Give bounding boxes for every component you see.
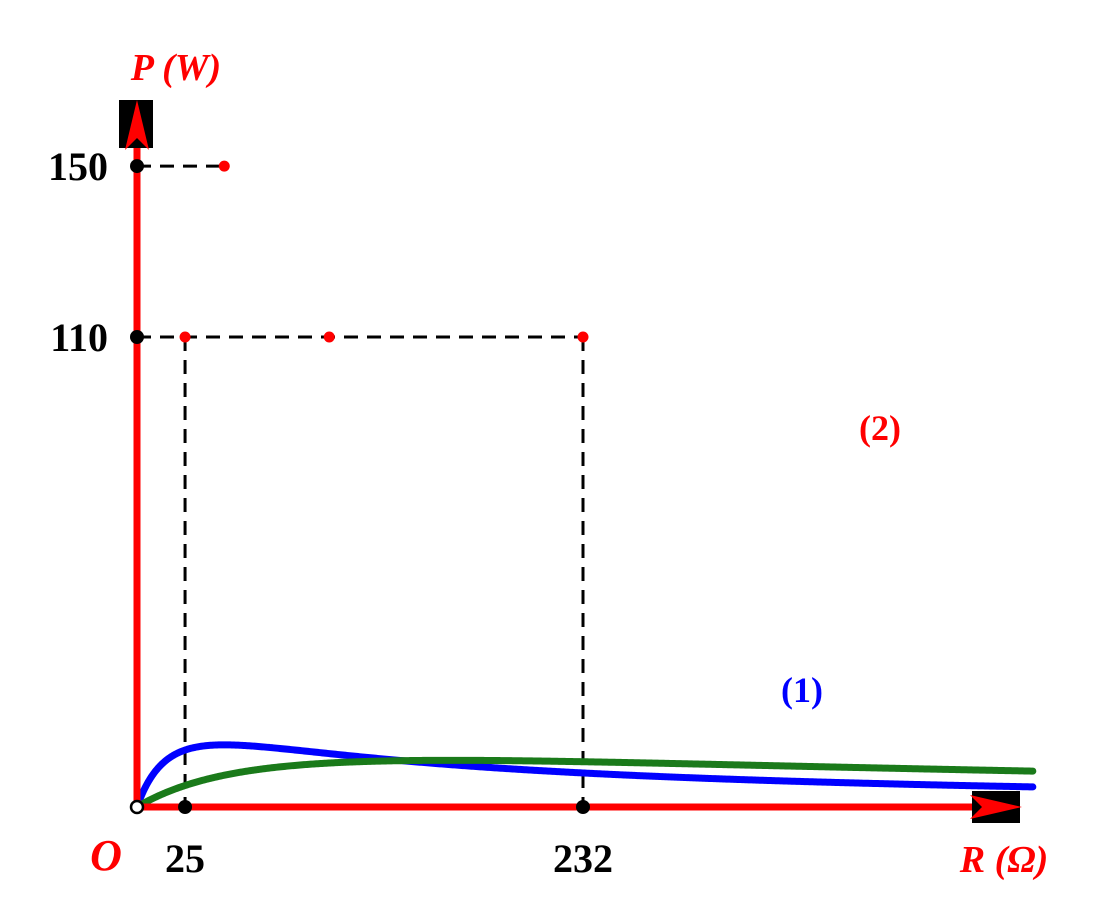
- y-axis-label: P (W): [130, 47, 221, 89]
- axes: [119, 100, 1022, 823]
- series-label-2: (2): [859, 408, 901, 448]
- point-5: [130, 159, 144, 174]
- series-curve-2: [133, 756, 1037, 811]
- point-8: [323, 331, 335, 343]
- point-6: [179, 331, 191, 343]
- marked-points: [129, 159, 590, 815]
- series-label-1: (1): [781, 670, 823, 710]
- x-tick-label-1: 25: [165, 836, 205, 881]
- point-2: [178, 800, 193, 814]
- x-axis-arrow: [970, 795, 1022, 819]
- point-origin: [129, 799, 145, 815]
- y-tick-label-1: 110: [50, 315, 108, 360]
- origin-label: O: [90, 831, 122, 880]
- x-tick-label-2: 232: [553, 836, 613, 881]
- y-tick-label-2: 150: [48, 144, 108, 189]
- labels: P (W) R (Ω) O (1) (2) 25 232 110 150: [48, 47, 1048, 881]
- point-9: [577, 331, 589, 343]
- point-4: [130, 330, 144, 344]
- point-3: [576, 800, 590, 814]
- guide-lines: [137, 164, 585, 807]
- y-axis-arrow: [125, 100, 149, 150]
- curves: [133, 741, 1037, 811]
- series-curve-1: [133, 741, 1037, 811]
- x-axis-label: R (Ω): [959, 839, 1049, 881]
- point-7: [218, 160, 230, 172]
